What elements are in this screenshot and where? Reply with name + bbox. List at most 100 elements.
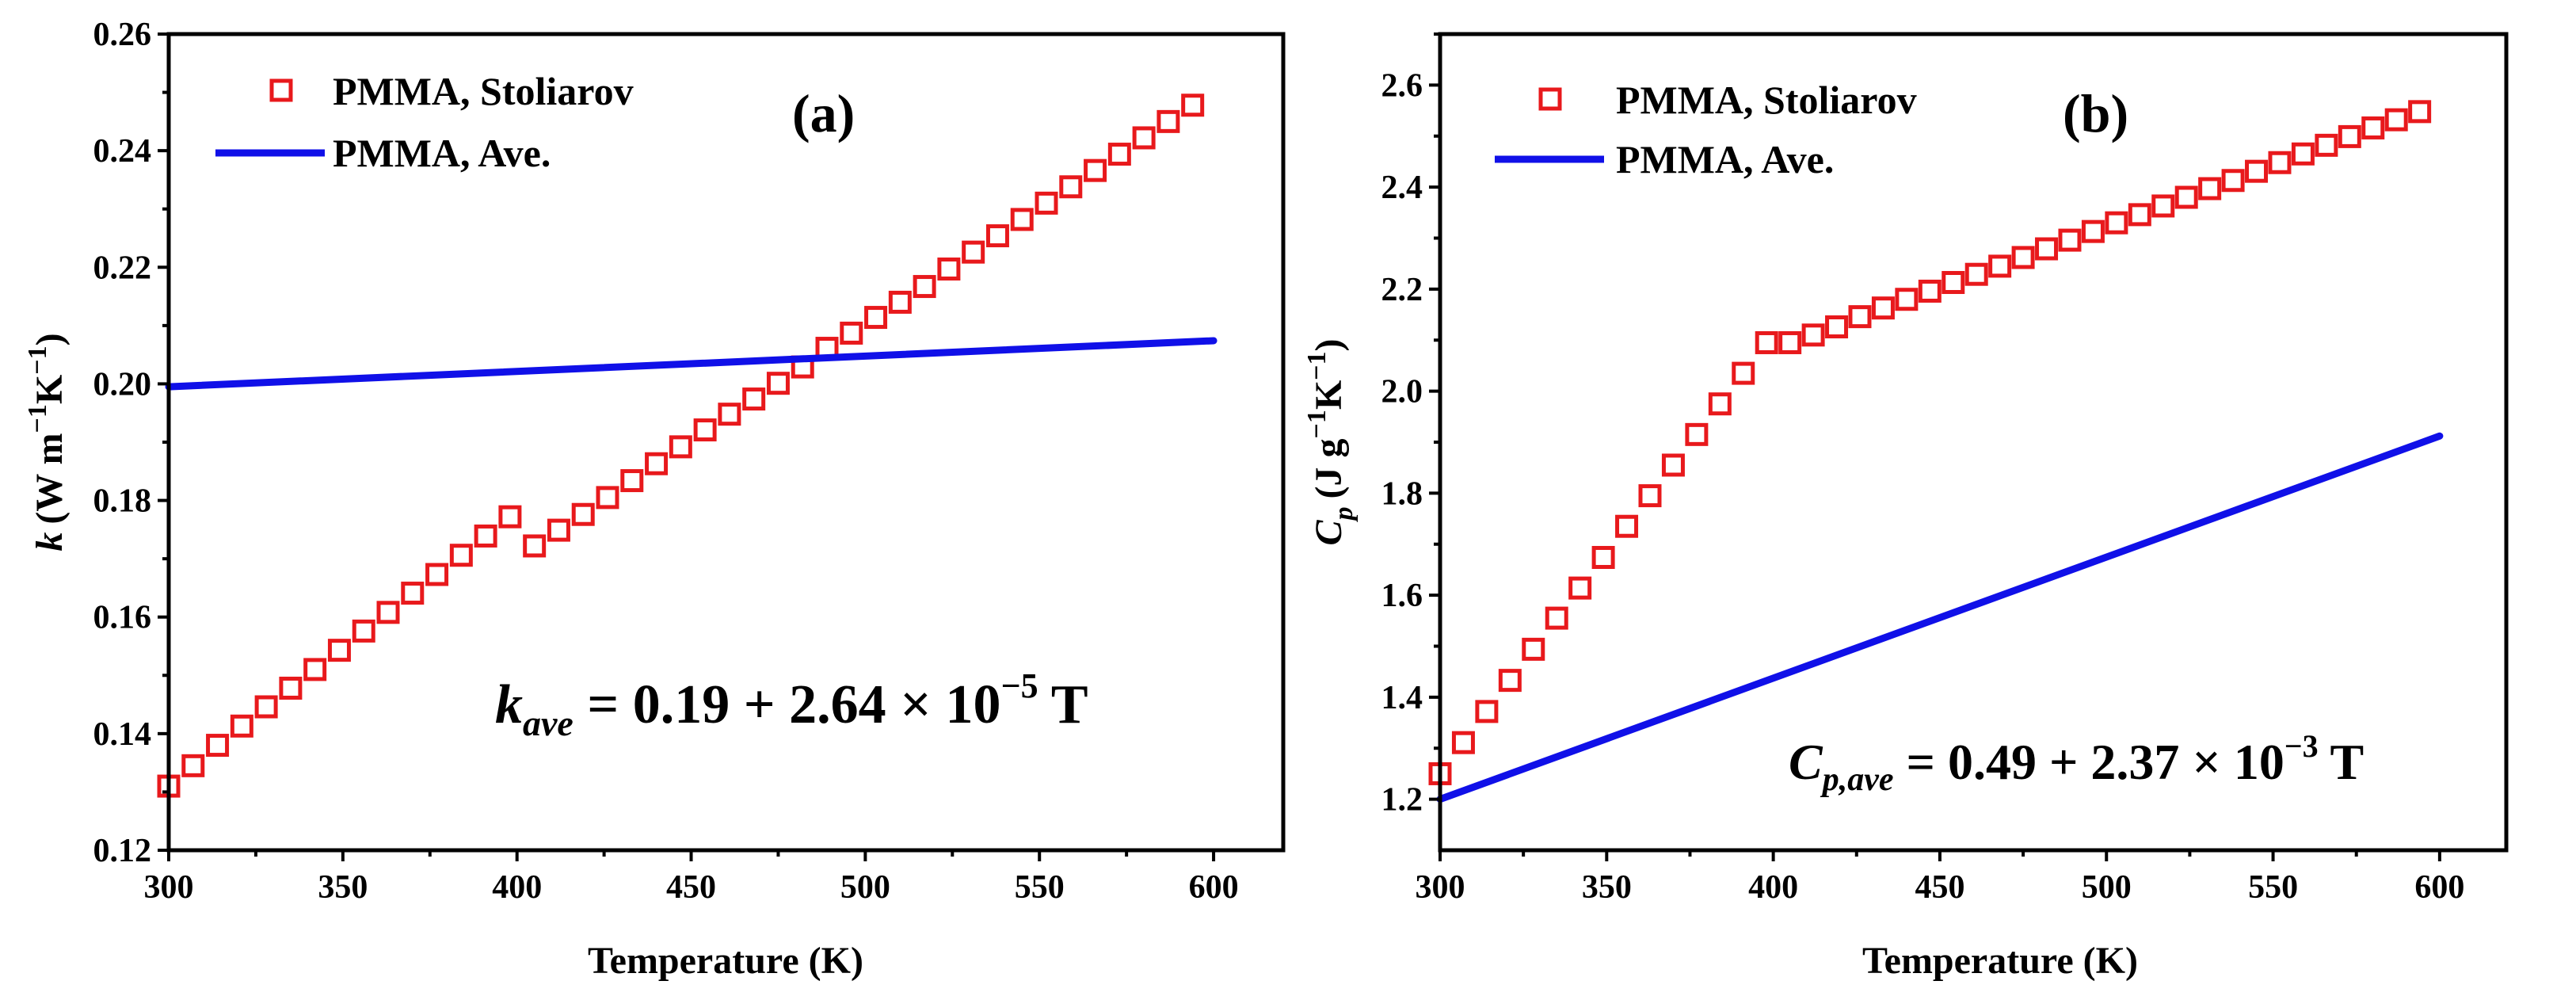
yb-rest: (J g — [1308, 439, 1350, 499]
stoliarov-data-point — [1942, 271, 1965, 295]
x-tick-label: 600 — [2414, 869, 2464, 906]
ya-rest: (W m — [29, 433, 70, 524]
stoliarov-data-point — [1059, 175, 1083, 199]
stoliarov-data-point — [1755, 330, 1778, 354]
ya-end: ) — [29, 333, 70, 345]
stoliarov-data-point — [571, 502, 595, 526]
legend-label-stoliarov: PMMA, Stoliarov — [333, 69, 634, 113]
stoliarov-data-point — [620, 469, 644, 493]
stoliarov-data-point — [1157, 109, 1180, 133]
stoliarov-data-point — [1778, 330, 1802, 354]
stoliarov-data-point — [2105, 211, 2128, 235]
stoliarov-data-point — [985, 224, 1009, 248]
panel-a-y-axis-title: k(W m−1K−1) — [23, 333, 70, 551]
yb-mid: K — [1308, 380, 1350, 410]
x-tick-label: 300 — [1416, 869, 1465, 906]
panel-a-x-axis-title: Temperature (K) — [588, 940, 863, 982]
x-tick-label: 500 — [840, 869, 890, 906]
panel-a-plot-frame — [166, 32, 1286, 853]
y-tick-label: 0.26 — [93, 17, 152, 53]
stoliarov-data-point — [327, 639, 351, 662]
stoliarov-data-point — [2151, 194, 2175, 218]
stoliarov-data-point — [742, 387, 766, 411]
ya-sup2: −1 — [23, 345, 52, 374]
stoliarov-data-point — [2408, 100, 2432, 124]
x-tick-label: 550 — [2248, 869, 2298, 906]
y-tick-label: 0.22 — [93, 250, 152, 286]
stoliarov-data-point — [1035, 191, 1058, 215]
stoliarov-data-point — [2081, 219, 2105, 243]
stoliarov-data-point — [523, 534, 547, 558]
stoliarov-data-point — [2011, 246, 2035, 269]
stoliarov-data-point — [913, 275, 936, 299]
panel-b: 300 350 400 450 500 550 600 1.2 1.4 1.6 1.8 2.0 2.2 2… — [1302, 32, 2509, 982]
stoliarov-data-point — [352, 619, 375, 643]
panel-a-marks — [157, 94, 1218, 798]
x-tick-label: 350 — [318, 869, 368, 906]
eq-a-rhs: = 0.19 + 2.64 × 10 — [574, 674, 1001, 735]
eq-b-rhs: = 0.49 + 2.37 × 10 — [1893, 734, 2284, 790]
stoliarov-data-point — [1661, 453, 1685, 477]
y-tick-label: 1.6 — [1381, 578, 1423, 614]
stoliarov-data-point — [718, 403, 741, 426]
eq-b-exp: −3 — [2284, 728, 2319, 764]
stoliarov-data-point — [2035, 237, 2059, 261]
stoliarov-data-point — [1685, 422, 1709, 446]
y-tick-label: 0.24 — [93, 133, 152, 170]
y-tick-label: 0.16 — [93, 600, 152, 636]
panel-a-equation: kave = 0.19 + 2.64 × 10−5 T — [495, 666, 1088, 743]
stoliarov-data-point — [498, 505, 522, 529]
stoliarov-data-point — [2245, 159, 2269, 183]
stoliarov-data-point — [1084, 158, 1107, 182]
x-tick-label: 600 — [1189, 869, 1239, 906]
stoliarov-data-point — [474, 524, 497, 548]
stoliarov-data-point — [2128, 203, 2151, 227]
stoliarov-data-point — [1522, 637, 1545, 661]
stoliarov-data-point — [1545, 606, 1568, 630]
panel-b-label: (b) — [2063, 83, 2128, 143]
stoliarov-data-point — [230, 714, 253, 738]
stoliarov-data-point — [1988, 254, 2012, 278]
yb-symbol: C — [1308, 520, 1350, 546]
stoliarov-data-point — [766, 372, 790, 395]
stoliarov-data-point — [1010, 208, 1034, 231]
panel-b-legend: PMMA, Stoliarov PMMA, Ave. — [1495, 78, 1917, 181]
stoliarov-data-point — [645, 452, 669, 475]
stoliarov-data-point — [669, 435, 692, 459]
stoliarov-data-point — [1475, 700, 1499, 723]
stoliarov-data-point — [2221, 169, 2245, 193]
average-series-line — [165, 337, 1218, 391]
eq-b-sub: p,ave — [1820, 761, 1894, 798]
legend-label-average: PMMA, Ave. — [333, 131, 551, 175]
x-tick-label: 400 — [492, 869, 542, 906]
stoliarov-data-point — [1732, 361, 1755, 385]
panel-b-equation: Cp,ave = 0.49 + 2.37 × 10−3 T — [1789, 728, 2364, 798]
stoliarov-data-point — [1107, 143, 1131, 166]
y-tick-label: 2.2 — [1381, 272, 1423, 308]
panel-b-y-axis-title: Cp(J g−1K−1) — [1302, 338, 1358, 545]
stoliarov-data-point — [1801, 323, 1825, 347]
stoliarov-data-point — [206, 734, 230, 758]
panel-a: 300 350 400 450 500 550 600 0.12 0.14 0.16 0.18 0.2… — [23, 17, 1286, 982]
stoliarov-data-point — [2291, 142, 2315, 166]
ya-sup1: −1 — [23, 404, 52, 433]
yb-sub: p — [1329, 507, 1358, 523]
stoliarov-data-point — [962, 240, 985, 264]
panel-a-legend: PMMA, Stoliarov PMMA, Ave. — [215, 69, 634, 175]
x-tick-label: 450 — [1915, 869, 1964, 906]
stoliarov-data-point — [181, 754, 205, 777]
stoliarov-data-point — [1708, 392, 1732, 416]
stoliarov-data-point — [864, 306, 888, 330]
stoliarov-data-point — [449, 544, 473, 567]
y-tick-label: 1.8 — [1381, 475, 1423, 512]
x-tick-label: 300 — [144, 869, 194, 906]
ya-mid: K — [29, 375, 70, 404]
panel-b-ticks: 300 350 400 450 500 550 600 1.2 1.4 1.6 1.8 2.0 2.2 2… — [1381, 32, 2464, 906]
stoliarov-data-point — [1615, 514, 1639, 538]
average-series-line — [1436, 432, 2444, 803]
stoliarov-data-point — [1591, 545, 1615, 569]
panel-a-label: (a) — [792, 83, 855, 143]
x-tick-label: 450 — [666, 869, 716, 906]
stoliarov-data-point — [1568, 576, 1592, 600]
